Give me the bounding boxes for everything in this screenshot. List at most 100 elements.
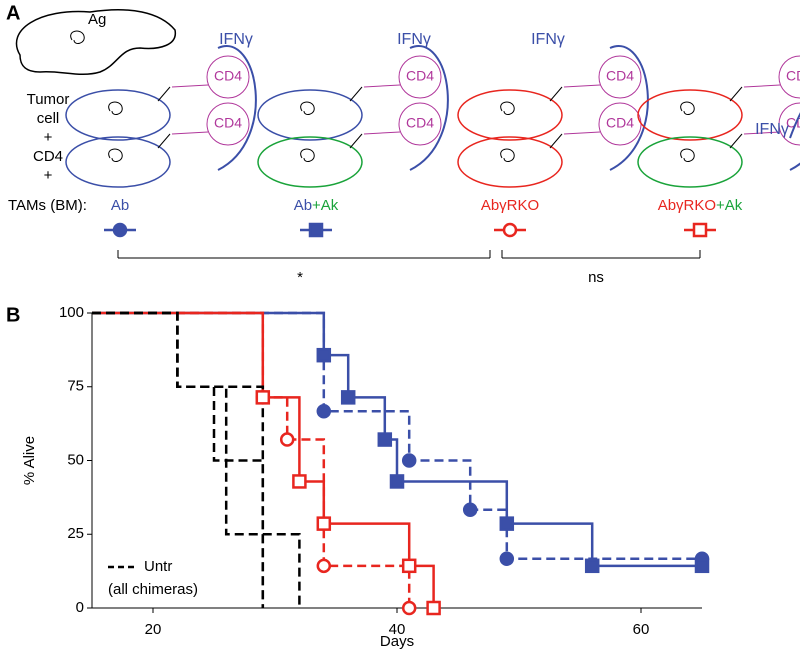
cd4-cell [778, 102, 800, 146]
cd4-cell [206, 102, 250, 146]
marker [401, 453, 417, 468]
marker [316, 347, 332, 363]
legend-line: cell [37, 110, 60, 127]
survival-curve [92, 311, 435, 608]
marker [499, 516, 515, 531]
nucleus [500, 148, 515, 162]
tumor-cell [65, 89, 171, 141]
tcr [171, 131, 209, 135]
condition-label: AbγRKO [481, 197, 539, 214]
tcr [363, 84, 401, 88]
cytokine-label: IFNγ [755, 121, 789, 138]
condition-part: +Ak [312, 197, 339, 214]
marker [584, 558, 600, 574]
mhc [549, 133, 563, 149]
survival-curve [92, 311, 411, 608]
nucleus [300, 101, 315, 115]
marker [426, 600, 441, 616]
marker [502, 222, 518, 238]
mhc [157, 86, 171, 102]
cd4-label: CD4 [786, 68, 800, 84]
y-tick-label: 100 [59, 304, 84, 321]
marker [694, 558, 710, 574]
marker [292, 474, 307, 489]
nucleus [108, 101, 123, 115]
marker [255, 390, 271, 405]
marker [316, 558, 332, 574]
antigen-icon [70, 30, 85, 44]
y-tick-label: 0 [76, 599, 84, 616]
cytokine-label: IFNγ [531, 31, 565, 48]
nucleus [108, 148, 123, 162]
x-tick-label: 40 [389, 621, 406, 638]
survival-curve [92, 311, 702, 568]
cytokine-label: IFNγ [397, 31, 431, 48]
tcr [743, 84, 781, 88]
nucleus [680, 148, 695, 162]
legend-line: TAMs (BM): [8, 197, 87, 214]
cd4-label: CD4 [406, 68, 434, 84]
condition-label: Ab [111, 197, 129, 214]
marker [316, 403, 332, 419]
mhc [729, 86, 743, 102]
cytokine-label: IFNγ [219, 31, 253, 48]
significance: ns [588, 269, 604, 286]
mhc [157, 133, 171, 149]
legend-line: + [44, 167, 53, 184]
condition-part: AbγRKO [481, 197, 539, 214]
mhc [349, 133, 363, 149]
tcr [563, 84, 601, 88]
condition-label: Ab+Ak [294, 197, 339, 214]
panel-label: B [6, 304, 20, 326]
tumor-cell [257, 89, 363, 141]
condition-part: +Ak [716, 197, 743, 214]
legend-line: Tumor [27, 91, 70, 108]
cd4-cell [398, 55, 442, 99]
x-tick-label: 60 [633, 621, 650, 638]
cd4-label: CD4 [406, 115, 434, 131]
cd4-label: CD4 [214, 115, 242, 131]
cd4-label: CD4 [606, 68, 634, 84]
marker [112, 222, 128, 238]
legend-label: Untr [144, 558, 172, 575]
tumor-cell [637, 136, 743, 188]
marker [401, 558, 417, 574]
cd4-cell [598, 55, 642, 99]
marker [316, 516, 332, 531]
y-tick-label: 50 [67, 451, 84, 468]
condition-part: Ab [111, 197, 129, 214]
legend-label: (all chimeras) [108, 581, 198, 598]
panel-label: A [6, 2, 20, 24]
mhc [549, 86, 563, 102]
cell-diagram: CD4CD4IFNγCD4CD4IFNγCD4CD4IFNγCD4CD4IFNγ [65, 31, 800, 188]
tcr [171, 84, 209, 88]
significance: * [297, 269, 303, 286]
arrow [409, 45, 449, 171]
cd4-label: CD4 [606, 115, 634, 131]
marker [308, 222, 324, 238]
tumor-outline [15, 9, 176, 75]
arrow [609, 45, 649, 171]
tumor-cell [65, 136, 171, 188]
survival-curve [92, 311, 702, 560]
nucleus [680, 101, 695, 115]
nucleus [300, 148, 315, 162]
marker [462, 502, 478, 518]
tcr [563, 131, 601, 135]
cd4-cell [206, 55, 250, 99]
cd4-cell [398, 102, 442, 146]
tumor-cell [257, 136, 363, 188]
marker [401, 600, 417, 616]
marker [340, 390, 356, 405]
condition-part: Ab [294, 197, 312, 214]
tumor-cell [637, 89, 743, 141]
arrow [217, 45, 257, 171]
x-tick-label: 20 [145, 621, 162, 638]
tcr [743, 131, 781, 135]
cd4-label: CD4 [786, 115, 800, 131]
nucleus [500, 101, 515, 115]
y-tick-label: 75 [67, 378, 84, 395]
marker [279, 432, 295, 447]
cd4-label: CD4 [214, 68, 242, 84]
